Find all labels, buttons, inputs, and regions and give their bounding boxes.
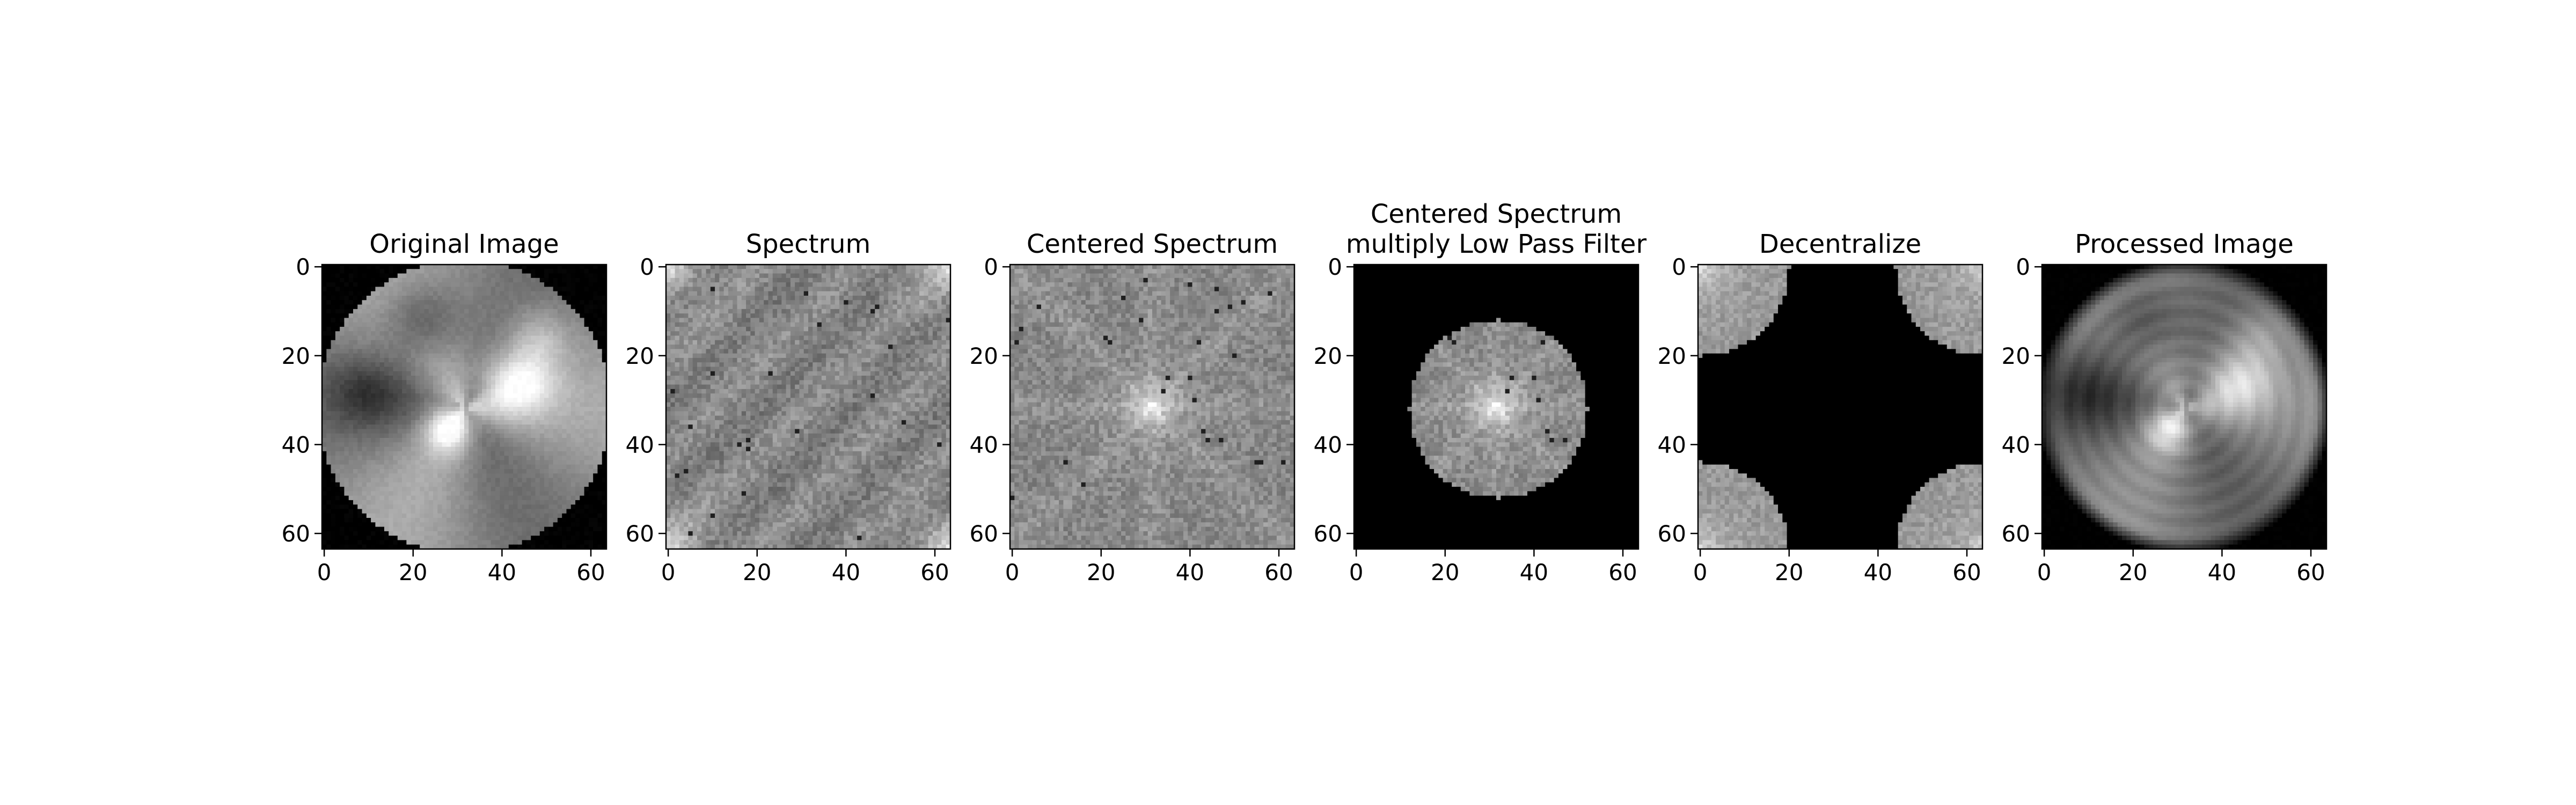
x-tick-label: 20 (399, 559, 427, 586)
x-tick-label: 40 (1176, 559, 1204, 586)
x-tick-label: 0 (1005, 559, 1020, 586)
image-centered-spectrum (1010, 265, 1295, 550)
y-tick-label: 0 (1328, 254, 1342, 280)
subplot-filtered-spectrum: Centered Spectrum multiply Low Pass Filte… (1314, 199, 1647, 586)
subplot-title: Original Image (369, 229, 559, 259)
y-tick-label: 60 (2002, 521, 2030, 547)
x-tick-label: 0 (1693, 559, 1708, 586)
x-tick-label: 0 (661, 559, 676, 586)
axes-frame (2041, 264, 2328, 550)
y-tick-label: 0 (2016, 254, 2030, 280)
subplot-original-image: Original Image 0 20 40 60 0 20 40 60 (282, 229, 608, 586)
subplot-title: Centered Spectrum (1027, 229, 1278, 259)
subplot-decentralized-spectrum: Decentralize 0 20 40 60 0 20 40 60 (1658, 229, 1984, 586)
y-tick-label: 40 (2002, 431, 2030, 458)
axes-frame (665, 264, 952, 550)
y-tick-label: 40 (970, 431, 998, 458)
y-tick-label: 60 (1314, 521, 1342, 547)
axes-frame (1353, 264, 1640, 550)
y-tick-label: 40 (1658, 431, 1686, 458)
y-tick-label: 20 (282, 343, 310, 369)
x-tick-label: 20 (1087, 559, 1115, 586)
image-processed-image (2042, 265, 2327, 550)
image-spectrum (666, 265, 951, 550)
x-tick-label: 0 (2037, 559, 2052, 586)
x-tick-label: 40 (1520, 559, 1548, 586)
y-tick-label: 60 (626, 521, 654, 547)
axes-frame (1009, 264, 1296, 550)
x-tick-label: 40 (832, 559, 860, 586)
x-tick-label: 60 (2296, 559, 2325, 586)
x-tick-label: 60 (920, 559, 949, 586)
subplot-title: Spectrum (746, 229, 871, 259)
x-tick-label: 20 (1431, 559, 1459, 586)
x-tick-label: 60 (1608, 559, 1637, 586)
subplot-title: Decentralize (1759, 229, 1921, 259)
image-original-image (322, 265, 607, 550)
y-tick-label: 40 (282, 431, 310, 458)
image-decentralized-spectrum (1698, 265, 1983, 550)
x-tick-label: 20 (1775, 559, 1803, 586)
subplot-centered-spectrum: Centered Spectrum 0 20 40 60 0 20 40 60 (970, 229, 1296, 586)
x-tick-label: 20 (2119, 559, 2147, 586)
y-tick-label: 20 (970, 343, 998, 369)
y-tick-label: 60 (1658, 521, 1686, 547)
x-tick-label: 20 (743, 559, 771, 586)
subplot-title: Processed Image (2075, 229, 2294, 259)
axes-frame (321, 264, 608, 550)
y-tick-label: 40 (626, 431, 654, 458)
y-tick-label: 0 (984, 254, 998, 280)
x-tick-label: 60 (1264, 559, 1293, 586)
subplot-grid: Original Image 0 20 40 60 0 20 40 60 Spectrum 0 20 4… (282, 199, 2328, 586)
y-tick-label: 40 (1314, 431, 1342, 458)
x-tick-label: 60 (576, 559, 605, 586)
y-tick-label: 20 (2002, 343, 2030, 369)
image-filtered-spectrum (1354, 265, 1639, 550)
y-tick-label: 20 (626, 343, 654, 369)
y-tick-label: 60 (282, 521, 310, 547)
x-tick-label: 60 (1952, 559, 1981, 586)
subplot-title: Centered Spectrum multiply Low Pass Filte… (1346, 199, 1647, 259)
axes-frame (1697, 264, 1984, 550)
x-tick-label: 0 (1349, 559, 1364, 586)
subplot-spectrum: Spectrum 0 20 40 60 0 20 40 60 (626, 229, 952, 586)
y-tick-label: 0 (1672, 254, 1686, 280)
y-tick-label: 0 (296, 254, 310, 280)
y-tick-label: 0 (640, 254, 654, 280)
subplot-processed-image: Processed Image 0 20 40 60 0 20 40 60 (2002, 229, 2328, 586)
y-tick-label: 60 (970, 521, 998, 547)
x-tick-label: 40 (1864, 559, 1892, 586)
x-tick-label: 40 (2208, 559, 2236, 586)
x-tick-label: 40 (488, 559, 516, 586)
y-tick-label: 20 (1658, 343, 1686, 369)
x-tick-label: 0 (317, 559, 332, 586)
y-tick-label: 20 (1314, 343, 1342, 369)
